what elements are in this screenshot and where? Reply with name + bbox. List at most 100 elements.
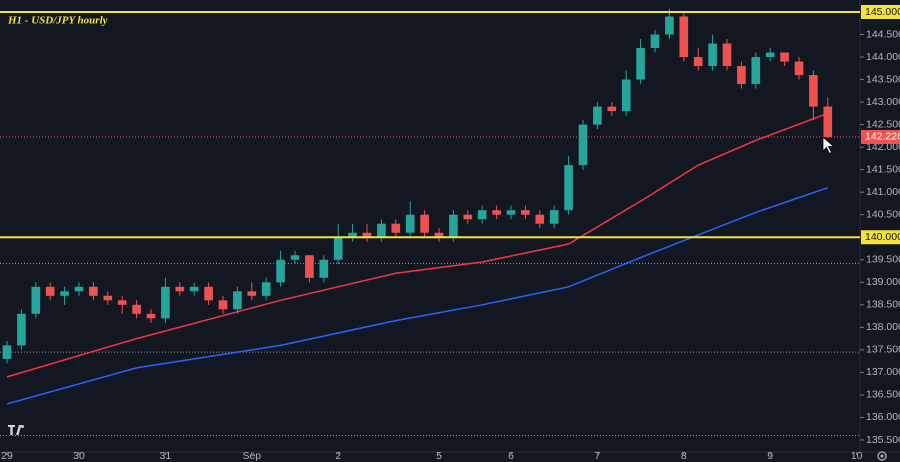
candle-body — [189, 286, 199, 292]
candle-body — [31, 286, 41, 314]
y-tick-label: 143.500 — [866, 73, 900, 85]
candle-body — [405, 214, 415, 233]
candle-body — [74, 286, 84, 292]
candle-body — [693, 57, 703, 67]
candle-body — [665, 16, 674, 35]
candle-body — [607, 106, 617, 112]
price-label-box — [861, 230, 900, 245]
candle-body — [449, 214, 458, 238]
candle-body — [477, 210, 487, 220]
x-tick-label: 30 — [73, 450, 85, 462]
y-tick-label: 141.000 — [866, 186, 900, 198]
x-tick-label: 6 — [508, 450, 514, 462]
candle-body — [60, 291, 69, 296]
candle-body — [636, 48, 645, 80]
candle-body — [377, 223, 386, 238]
moving-average-line — [6, 112, 829, 378]
candle-body — [333, 237, 343, 260]
y-tick-label: 137.500 — [866, 344, 900, 356]
y-tick-label: 136.500 — [866, 389, 900, 401]
candle-body — [175, 286, 185, 292]
y-tick-label: 138.000 — [866, 321, 900, 333]
candle-body — [506, 210, 516, 215]
candle-body — [233, 291, 242, 310]
price-label: 145.000 — [865, 6, 900, 18]
candle-body — [679, 16, 689, 58]
candle-body — [391, 223, 401, 233]
candle-body — [45, 286, 55, 296]
y-tick-label: 139.000 — [866, 276, 900, 288]
candle-body — [794, 61, 804, 76]
chart-title: H1 - USD/JPY hourly — [7, 15, 108, 27]
settings-icon[interactable] — [877, 451, 887, 461]
candle-body — [737, 66, 746, 85]
candle-body — [132, 304, 141, 314]
candle-body — [290, 255, 300, 260]
y-tick-label: 142.500 — [866, 118, 900, 130]
y-tick-label: 144.500 — [866, 28, 900, 40]
candle-body — [780, 52, 789, 62]
y-tick-label: 135.500 — [866, 434, 900, 446]
candle-body — [247, 291, 257, 296]
logo — [8, 425, 24, 435]
candle-body — [751, 57, 761, 85]
current-price-box — [861, 129, 900, 144]
candle-body — [564, 165, 573, 211]
candle-body — [362, 232, 372, 238]
y-tick-label: 137.000 — [866, 366, 900, 378]
x-tick-label: 5 — [436, 450, 442, 462]
candle-body — [261, 282, 271, 296]
x-tick-label: 31 — [160, 450, 172, 462]
candle-body — [823, 106, 833, 137]
candle-body — [578, 124, 588, 166]
candle-body — [463, 214, 473, 220]
candle-body — [420, 214, 429, 233]
candle-body — [276, 259, 285, 283]
price-label-box — [861, 4, 900, 19]
candle-body — [434, 232, 444, 238]
candle-body — [161, 286, 170, 319]
candle-body — [809, 75, 818, 107]
candle-body — [549, 210, 559, 224]
candle-body — [348, 232, 357, 238]
candle-body — [17, 313, 26, 346]
y-tick-label: 139.500 — [866, 254, 900, 266]
y-tick-label: 138.500 — [866, 299, 900, 311]
candle-body — [305, 255, 314, 278]
current-price-label: 142.226 — [865, 131, 900, 143]
candle-body — [722, 43, 732, 67]
y-tick-label: 140.500 — [866, 208, 900, 220]
x-tick-label: 7 — [594, 450, 600, 462]
x-tick-label: 9 — [767, 450, 773, 462]
candle-body — [117, 300, 127, 305]
plot-area: 135.500 136.000 136.500 137.000 137.500 138.0… — [0, 4, 900, 462]
candle-body — [204, 286, 213, 301]
y-tick-label: 136.000 — [866, 411, 900, 423]
candle-body — [146, 313, 156, 319]
candle-body — [708, 43, 717, 67]
x-tick-label: Sep — [242, 450, 261, 462]
candle-body — [765, 52, 775, 58]
candle-body — [650, 34, 660, 49]
candle-body — [89, 286, 98, 296]
cursor — [822, 136, 835, 155]
y-tick-label: 143.000 — [866, 96, 900, 108]
candle-body — [621, 79, 631, 112]
candle-body — [2, 345, 12, 359]
candle-body — [218, 300, 228, 310]
x-tick-label: 10 — [851, 450, 863, 462]
candle-body — [535, 214, 545, 224]
moving-average-line — [6, 186, 829, 405]
x-tick-label: 29 — [1, 450, 13, 462]
y-tick-label: 141.500 — [866, 163, 900, 175]
x-tick-label: 8 — [681, 450, 687, 462]
price-label: 140.000 — [865, 231, 900, 243]
candle-body — [593, 106, 602, 125]
candle-body — [521, 210, 530, 215]
y-tick-label: 144.000 — [866, 51, 900, 63]
x-tick-label: 2 — [335, 450, 341, 462]
candle-body — [492, 210, 501, 215]
candle-body — [103, 295, 113, 301]
candle-body — [319, 259, 329, 278]
